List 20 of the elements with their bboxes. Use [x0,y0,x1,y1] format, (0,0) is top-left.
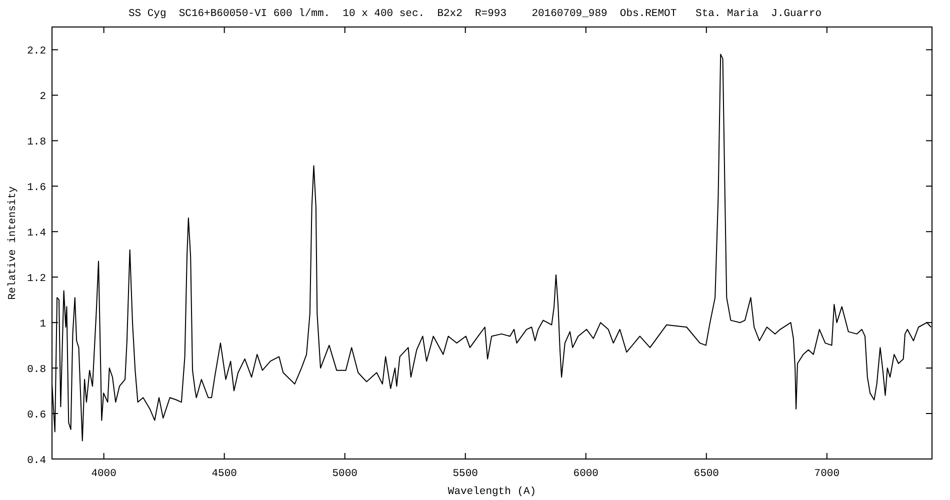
x-tick-label: 7000 [814,468,840,480]
y-tick-label: 1 [40,318,46,331]
x-tick-label: 4000 [91,468,116,480]
y-tick-label: 2.2 [27,46,46,58]
y-tick-label: 1.6 [27,182,46,194]
x-tick-label: 4500 [212,468,237,480]
x-tick-label: 6500 [694,468,720,480]
y-tick-label: 1.4 [27,228,46,240]
x-tick-label: 6000 [573,468,598,480]
chart-title: SS Cyg SC16+B60050-VI 600 l/mm. 10 x 400 sec. B2x2 R=993 20160709_989 Obs.REMOT Sta. Maria J.Guarro [128,8,822,20]
y-tick-label: 0.8 [27,364,46,376]
x-axis-title: Wavelength (A) [448,486,536,498]
y-tick-label: 2 [40,91,46,104]
y-tick-label: 1.2 [27,273,46,286]
y-axis-title: Relative intensity [7,186,19,300]
x-tick-label: 5000 [332,468,358,480]
y-tick-label: 0.6 [27,410,46,422]
y-tick-label: 0.4 [27,455,46,467]
y-tick-label: 1.8 [27,136,46,149]
x-tick-label: 5500 [452,468,478,480]
